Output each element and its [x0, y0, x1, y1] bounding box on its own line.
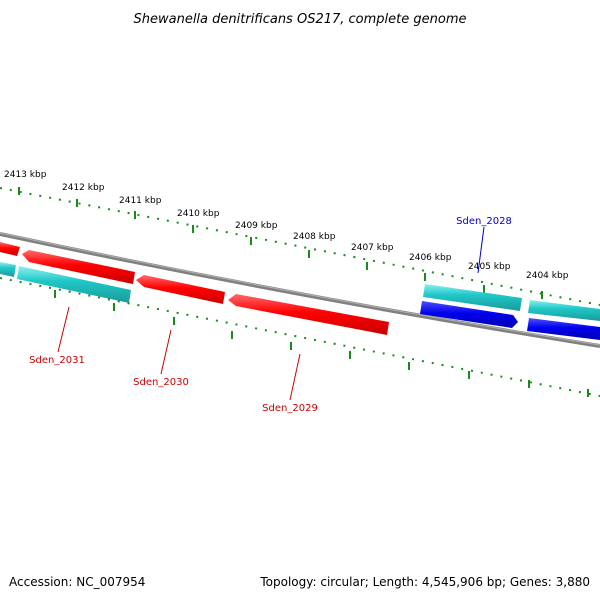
gene-arrow-blue[interactable] — [527, 318, 600, 340]
gene-box-cyan[interactable] — [423, 284, 522, 311]
scale-labels: 2413 kbp 2412 kbp 2411 kbp 2410 kbp 2409… — [4, 170, 569, 281]
genome-backbone — [0, 232, 600, 348]
scale-label: 2408 kbp — [293, 232, 336, 242]
scale-label: 2409 kbp — [235, 221, 278, 231]
gene-arrow-red[interactable] — [228, 294, 389, 335]
inner-scale-ring — [0, 277, 600, 397]
gene-label-sden-2029[interactable]: Sden_2029 — [262, 403, 318, 414]
scale-label: 2413 kbp — [4, 170, 47, 180]
outer-scale-ring — [0, 187, 600, 306]
cyan-genes — [0, 262, 600, 321]
scale-label: 2407 kbp — [351, 243, 394, 253]
gene-arrow-red[interactable] — [22, 250, 135, 284]
gene-arrow-blue[interactable] — [420, 301, 518, 328]
gene-arrow-red[interactable] — [0, 242, 20, 256]
label-leaders — [57, 226, 485, 401]
map-title: Shewanella denitrificans OS217, complete… — [134, 12, 467, 27]
gene-arrow-red[interactable] — [136, 275, 225, 304]
accession-text: Accession: NC_007954 — [9, 575, 145, 589]
forward-genes — [0, 242, 389, 335]
gene-label-sden-2028[interactable]: Sden_2028 — [456, 216, 512, 227]
scale-label: 2406 kbp — [409, 253, 452, 263]
gene-box-cyan[interactable] — [0, 262, 16, 277]
gene-box-cyan[interactable] — [528, 300, 600, 321]
scale-label: 2411 kbp — [119, 196, 162, 206]
scale-label: 2410 kbp — [177, 209, 220, 219]
blue-genes — [420, 301, 600, 340]
scale-label: 2404 kbp — [526, 271, 569, 281]
gene-box-cyan[interactable] — [17, 266, 131, 303]
genome-summary-text: Topology: circular; Length: 4,545,906 bp… — [259, 575, 590, 589]
gene-labels: Sden_2031 Sden_2030 Sden_2029 Sden_2028 — [29, 216, 512, 414]
scale-label: 2412 kbp — [62, 183, 105, 193]
inner-scale-ticks — [54, 290, 589, 397]
gene-label-sden-2031[interactable]: Sden_2031 — [29, 355, 85, 366]
outer-scale-ticks — [18, 187, 543, 299]
gene-label-sden-2030[interactable]: Sden_2030 — [133, 377, 189, 388]
scale-label: 2405 kbp — [468, 262, 511, 272]
